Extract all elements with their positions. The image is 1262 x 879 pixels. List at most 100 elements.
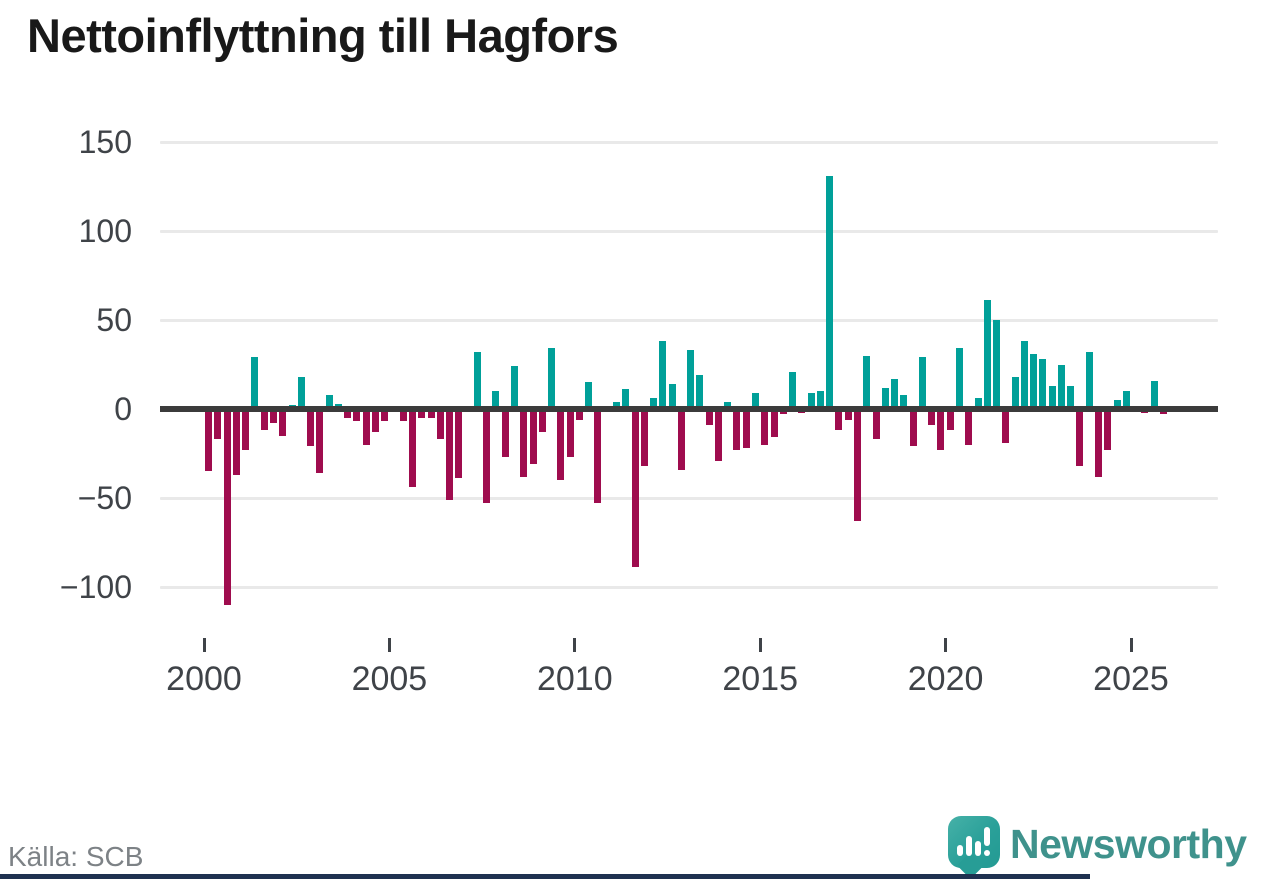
bar-2001-q2 — [251, 357, 259, 409]
y-axis-label--100: −100 — [59, 569, 132, 605]
bar-2011-q3 — [631, 409, 639, 568]
bar-2024-q4 — [1122, 391, 1130, 409]
logo-bar-1 — [957, 845, 963, 856]
bar-2017-q4 — [863, 355, 871, 409]
bar-2005-q4 — [418, 409, 426, 418]
bar-2005-q3 — [409, 409, 417, 488]
bar-2005-q2 — [399, 409, 407, 422]
bar-2000-q2 — [214, 409, 222, 440]
bar-2012-q4 — [677, 409, 685, 470]
source-label: Källa: SCB — [8, 841, 144, 872]
bar-2023-q2 — [1067, 385, 1075, 409]
bar-2022-q4 — [1048, 385, 1056, 409]
bar-2000-q3 — [223, 409, 231, 605]
bar-2020-q1 — [946, 409, 954, 431]
bar-2009-q1 — [538, 409, 546, 433]
x-axis-label-2005: 2005 — [351, 660, 428, 698]
bar-2004-q2 — [362, 409, 370, 445]
y-axis-label-150: 150 — [78, 124, 132, 160]
bar-2006-q2 — [436, 409, 444, 440]
bar-2024-q1 — [1095, 409, 1103, 477]
x-axis-label-2020: 2020 — [907, 660, 984, 698]
gridline-y-150 — [160, 140, 1218, 144]
bar-2019-q1 — [909, 409, 917, 447]
bar-2002-q4 — [307, 409, 315, 447]
x-axis-label-2010: 2010 — [536, 660, 613, 698]
x-axis-tick-2020 — [944, 638, 948, 652]
x-axis-tick-2025 — [1129, 638, 1133, 652]
x-axis-label-2000: 2000 — [166, 660, 242, 698]
bar-2022-q3 — [1039, 359, 1047, 409]
bar-2001-q1 — [242, 409, 250, 450]
bar-2001-q4 — [269, 409, 277, 424]
bar-2019-q4 — [937, 409, 945, 450]
x-axis-tick-2005 — [387, 638, 391, 652]
chart-title: Nettoinflyttning till Hagfors — [27, 9, 619, 62]
bar-2010-q3 — [594, 409, 602, 504]
bar-2015-q2 — [770, 409, 778, 438]
bar-2006-q3 — [446, 409, 454, 500]
newsworthy-wordmark: Newsworthy — [1010, 821, 1247, 867]
bar-2014-q4 — [752, 392, 760, 409]
x-axis-label-2015: 2015 — [722, 660, 798, 698]
bar-2000-q4 — [232, 409, 240, 475]
bar-2016-q3 — [816, 391, 824, 409]
bar-2004-q4 — [381, 409, 389, 422]
bar-2019-q2 — [918, 357, 926, 409]
bar-2001-q3 — [260, 409, 268, 431]
bar-2003-q1 — [316, 409, 324, 474]
bar-2014-q3 — [742, 409, 750, 449]
bar-2011-q1 — [612, 401, 620, 409]
bar-2017-q3 — [854, 409, 861, 522]
bar-2012-q3 — [668, 384, 676, 409]
logo-exclamation-dot — [984, 850, 990, 856]
bar-2008-q2 — [511, 366, 518, 409]
bar-2008-q3 — [520, 409, 528, 477]
bar-2024-q2 — [1104, 409, 1112, 450]
y-axis-label-100: 100 — [78, 213, 132, 249]
bar-2018-q4 — [900, 394, 908, 409]
bar-2006-q4 — [455, 409, 463, 479]
bar-2013-q2 — [696, 375, 704, 409]
bar-2022-q2 — [1030, 353, 1038, 409]
bar-2018-q1 — [872, 409, 880, 440]
bar-2010-q2 — [585, 382, 593, 409]
bar-2008-q1 — [501, 409, 509, 458]
bar-2004-q1 — [353, 409, 361, 422]
newsworthy-pin-barchart-icon — [948, 816, 1000, 879]
gridline-y--50 — [160, 496, 1218, 500]
logo-bar-2 — [966, 836, 972, 856]
bar-2018-q3 — [891, 378, 899, 409]
logo-exclamation-bar — [984, 827, 990, 846]
bar-2015-q4 — [789, 371, 797, 409]
bar-2022-q1 — [1020, 341, 1028, 409]
bar-2000-q1 — [205, 409, 213, 472]
logo-bar-3 — [975, 841, 981, 856]
bar-2010-q1 — [575, 409, 583, 420]
gridline-y-100 — [160, 229, 1218, 233]
bar-2021-q2 — [993, 320, 1001, 409]
bar-2003-q2 — [325, 394, 333, 409]
bar-2020-q2 — [955, 348, 963, 409]
bar-2019-q3 — [928, 409, 936, 426]
bar-2014-q2 — [733, 409, 741, 450]
bar-2013-q1 — [687, 350, 695, 409]
bar-2009-q3 — [557, 409, 565, 481]
bar-2025-q3 — [1150, 380, 1158, 409]
x-axis-tick-2015 — [758, 638, 762, 652]
bar-2012-q1 — [650, 398, 658, 409]
bar-2003-q4 — [344, 409, 352, 418]
bar-2002-q3 — [297, 376, 305, 409]
bar-2011-q4 — [640, 409, 648, 466]
bar-2017-q2 — [844, 409, 852, 420]
bar-2018-q2 — [881, 387, 889, 409]
gridline-y--100 — [160, 585, 1218, 589]
bar-2017-q1 — [835, 409, 843, 431]
y-axis-label-50: 50 — [96, 302, 132, 338]
x-axis-zero-line — [160, 406, 1218, 412]
bar-2012-q2 — [659, 341, 667, 409]
y-axis-label-0: 0 — [114, 391, 132, 427]
bar-2004-q3 — [371, 409, 379, 433]
